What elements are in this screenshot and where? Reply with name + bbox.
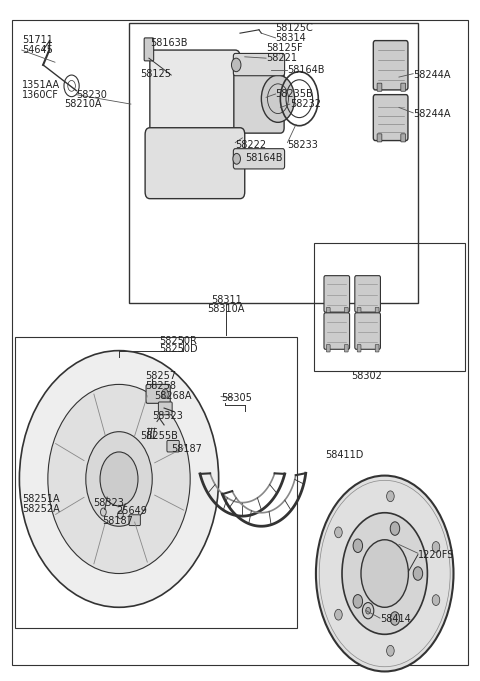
Text: 25649: 25649 xyxy=(117,506,147,516)
FancyBboxPatch shape xyxy=(158,402,172,415)
FancyBboxPatch shape xyxy=(144,38,154,61)
Text: 58210A: 58210A xyxy=(64,99,102,109)
Text: 58235B: 58235B xyxy=(276,89,313,99)
FancyBboxPatch shape xyxy=(377,83,382,91)
Circle shape xyxy=(100,452,138,506)
Ellipse shape xyxy=(48,384,190,573)
Circle shape xyxy=(261,75,295,123)
FancyBboxPatch shape xyxy=(375,345,379,352)
FancyBboxPatch shape xyxy=(344,307,348,315)
Circle shape xyxy=(432,595,440,605)
Text: 58310A: 58310A xyxy=(207,304,244,314)
Text: 58250D: 58250D xyxy=(159,345,198,354)
FancyBboxPatch shape xyxy=(233,148,285,169)
Text: 58302: 58302 xyxy=(351,370,383,381)
Circle shape xyxy=(390,612,400,625)
Text: 58311: 58311 xyxy=(212,295,242,305)
Circle shape xyxy=(362,603,374,619)
Text: 58305: 58305 xyxy=(221,393,252,403)
Circle shape xyxy=(342,513,427,634)
Text: 58255B: 58255B xyxy=(140,431,178,441)
Circle shape xyxy=(231,58,241,72)
Text: 58252A: 58252A xyxy=(22,504,60,513)
Circle shape xyxy=(335,609,342,620)
Circle shape xyxy=(366,607,371,614)
FancyBboxPatch shape xyxy=(233,53,285,76)
Text: 58230: 58230 xyxy=(76,90,107,99)
Bar xyxy=(14,337,297,628)
FancyBboxPatch shape xyxy=(150,50,240,144)
Circle shape xyxy=(386,646,394,656)
Text: 58258: 58258 xyxy=(145,381,176,391)
FancyBboxPatch shape xyxy=(355,313,381,349)
Text: 58244A: 58244A xyxy=(413,109,451,119)
Text: 58250R: 58250R xyxy=(159,336,197,345)
Circle shape xyxy=(118,511,123,519)
Text: 58268A: 58268A xyxy=(155,391,192,401)
FancyBboxPatch shape xyxy=(357,345,361,352)
FancyBboxPatch shape xyxy=(373,95,408,140)
Circle shape xyxy=(353,595,362,608)
Text: 58187: 58187 xyxy=(171,443,202,454)
Text: 58125C: 58125C xyxy=(276,23,313,33)
FancyBboxPatch shape xyxy=(355,276,381,312)
Text: 58233: 58233 xyxy=(288,140,318,150)
FancyBboxPatch shape xyxy=(375,307,379,315)
Circle shape xyxy=(162,389,168,398)
Text: 58125: 58125 xyxy=(140,69,171,79)
FancyBboxPatch shape xyxy=(344,345,348,352)
FancyBboxPatch shape xyxy=(129,515,140,526)
Text: 1220FS: 1220FS xyxy=(418,550,454,560)
Circle shape xyxy=(361,540,408,607)
Text: 58323: 58323 xyxy=(152,411,183,421)
Text: 58244A: 58244A xyxy=(413,70,451,80)
Text: 58221: 58221 xyxy=(266,53,297,63)
Circle shape xyxy=(390,522,400,535)
FancyBboxPatch shape xyxy=(373,41,408,90)
FancyBboxPatch shape xyxy=(401,83,406,91)
FancyBboxPatch shape xyxy=(401,133,406,142)
Circle shape xyxy=(353,539,362,552)
Circle shape xyxy=(386,491,394,502)
Circle shape xyxy=(233,153,240,164)
Circle shape xyxy=(335,527,342,538)
FancyBboxPatch shape xyxy=(167,441,179,452)
Bar xyxy=(129,23,418,303)
FancyBboxPatch shape xyxy=(145,128,245,199)
Text: 58222: 58222 xyxy=(235,140,266,150)
Circle shape xyxy=(432,541,440,552)
FancyBboxPatch shape xyxy=(357,307,361,315)
Text: 58323: 58323 xyxy=(93,498,124,507)
Text: 58314: 58314 xyxy=(276,33,306,43)
Text: 54645: 54645 xyxy=(22,45,53,55)
Text: 58251A: 58251A xyxy=(22,494,60,504)
FancyBboxPatch shape xyxy=(326,307,330,315)
Text: 58187: 58187 xyxy=(102,516,133,526)
FancyBboxPatch shape xyxy=(324,276,349,312)
Text: 58411D: 58411D xyxy=(325,450,364,460)
Text: 58232: 58232 xyxy=(290,99,321,109)
Circle shape xyxy=(100,508,106,516)
Text: 1351AA: 1351AA xyxy=(22,80,60,90)
Circle shape xyxy=(316,475,454,671)
Circle shape xyxy=(413,567,423,580)
Text: 58257: 58257 xyxy=(145,371,176,381)
FancyBboxPatch shape xyxy=(326,345,330,352)
Text: 58414: 58414 xyxy=(380,614,411,624)
Bar xyxy=(313,242,466,371)
Ellipse shape xyxy=(86,432,152,526)
FancyBboxPatch shape xyxy=(324,313,349,349)
FancyBboxPatch shape xyxy=(377,133,382,142)
Text: 1360CF: 1360CF xyxy=(22,90,59,99)
Ellipse shape xyxy=(19,351,219,607)
Text: 58163B: 58163B xyxy=(150,38,187,48)
Text: 58164B: 58164B xyxy=(288,65,325,76)
Text: 58125F: 58125F xyxy=(266,43,303,53)
FancyBboxPatch shape xyxy=(146,384,170,403)
Text: 58164B: 58164B xyxy=(245,153,282,163)
FancyBboxPatch shape xyxy=(234,61,284,133)
Text: 51711: 51711 xyxy=(22,35,53,45)
